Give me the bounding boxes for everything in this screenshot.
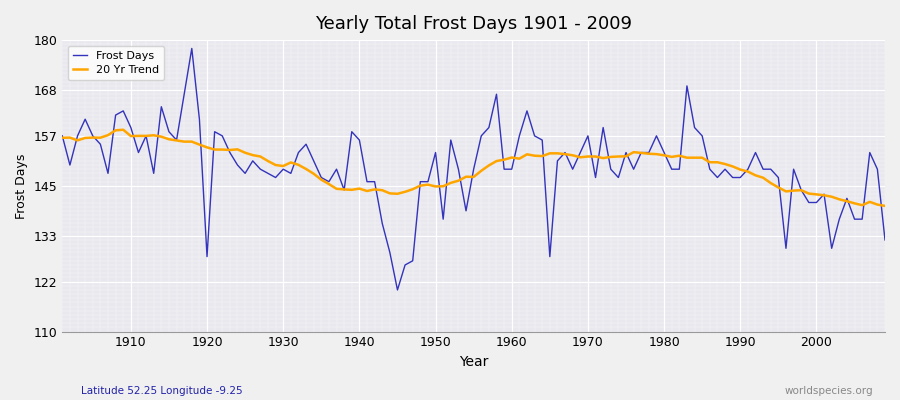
Frost Days: [186, 46, 197, 51]
Frost Days: [338, 188, 349, 192]
20 Yr Trend: [507, 155, 517, 160]
Frost Days: [392, 288, 403, 292]
20 Yr Trend: [125, 134, 136, 138]
20 Yr Trend: [293, 162, 304, 167]
20 Yr Trend: [879, 204, 890, 208]
Frost Days: [514, 134, 525, 138]
Text: Latitude 52.25 Longitude -9.25: Latitude 52.25 Longitude -9.25: [81, 386, 243, 396]
20 Yr Trend: [514, 156, 525, 161]
20 Yr Trend: [606, 154, 616, 159]
Y-axis label: Frost Days: Frost Days: [15, 153, 28, 218]
Title: Yearly Total Frost Days 1901 - 2009: Yearly Total Frost Days 1901 - 2009: [315, 15, 632, 33]
Frost Days: [879, 238, 890, 242]
Frost Days: [57, 134, 68, 138]
Line: Frost Days: Frost Days: [62, 48, 885, 290]
20 Yr Trend: [118, 127, 129, 132]
Frost Days: [522, 108, 533, 113]
Frost Days: [613, 175, 624, 180]
X-axis label: Year: Year: [459, 355, 489, 369]
20 Yr Trend: [338, 187, 349, 192]
Frost Days: [293, 150, 304, 155]
Line: 20 Yr Trend: 20 Yr Trend: [62, 130, 885, 206]
Text: worldspecies.org: worldspecies.org: [785, 386, 873, 396]
20 Yr Trend: [57, 135, 68, 140]
Legend: Frost Days, 20 Yr Trend: Frost Days, 20 Yr Trend: [68, 46, 165, 80]
Frost Days: [118, 108, 129, 113]
